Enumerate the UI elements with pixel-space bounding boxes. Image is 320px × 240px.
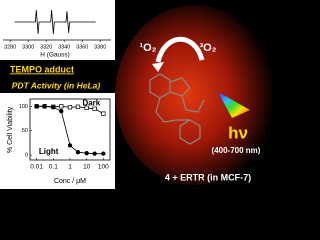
x-tick-label: 1 <box>68 164 72 171</box>
marker <box>84 105 89 110</box>
wavelength: (400-700 nm) <box>212 146 261 155</box>
light-label: hν <box>228 123 248 142</box>
x-tick-label: 0.1 <box>49 164 58 171</box>
epr-panel <box>0 0 115 60</box>
x-tick-label: 3340 <box>58 44 70 50</box>
triplet-oxygen: ³O₂ <box>199 42 216 54</box>
singlet-oxygen: ¹O₂ <box>139 42 156 54</box>
graphical-abstract: ¹O₂ ³O₂ hν (400-700 nm) 4 + ERTR (in MCF… <box>0 0 272 189</box>
arrow-head <box>152 62 164 72</box>
epr-title: TEMPO adduct <box>10 64 74 74</box>
spectrum <box>14 9 96 35</box>
marker <box>51 105 56 110</box>
viability-x-label: Conc / μM <box>54 178 86 185</box>
marker <box>67 105 73 110</box>
x-tick-label: 3320 <box>40 44 52 50</box>
conversion-arrow <box>155 36 205 63</box>
marker <box>75 150 81 155</box>
marker <box>59 104 64 109</box>
marker <box>42 104 47 109</box>
x-tick-label: 3360 <box>76 44 88 50</box>
marker <box>101 151 106 156</box>
epr-x-label: H (Gauss) <box>40 52 70 59</box>
marker <box>75 104 81 109</box>
marker <box>92 106 97 111</box>
caption: 4 + ERTR (in MCF-7) <box>165 172 251 182</box>
y-tick-label: 0 <box>25 153 28 159</box>
x-tick-label: 3300 <box>22 44 34 50</box>
fluorescence-glow <box>115 5 272 185</box>
marker <box>101 111 106 116</box>
marker <box>67 143 73 148</box>
x-tick-label: 3280 <box>4 44 16 50</box>
x-tick-label: 10 <box>83 164 91 171</box>
light-beam <box>218 92 250 118</box>
series-label: Light <box>39 147 59 156</box>
marker <box>34 104 39 109</box>
marker <box>59 109 64 114</box>
marker <box>92 151 97 156</box>
y-tick-label: 50 <box>22 128 28 134</box>
marker <box>84 151 89 156</box>
x-tick-label: 100 <box>98 164 109 171</box>
viability-title: PDT Activity (in HeLa) <box>12 80 101 90</box>
viability-y-label: % Cell Viability <box>7 106 14 153</box>
series-label: Dark <box>82 99 100 108</box>
x-tick-label: 0.01 <box>30 164 43 171</box>
molecule <box>149 73 205 145</box>
x-tick-label: 3380 <box>94 44 106 50</box>
y-tick-label: 100 <box>19 104 28 110</box>
